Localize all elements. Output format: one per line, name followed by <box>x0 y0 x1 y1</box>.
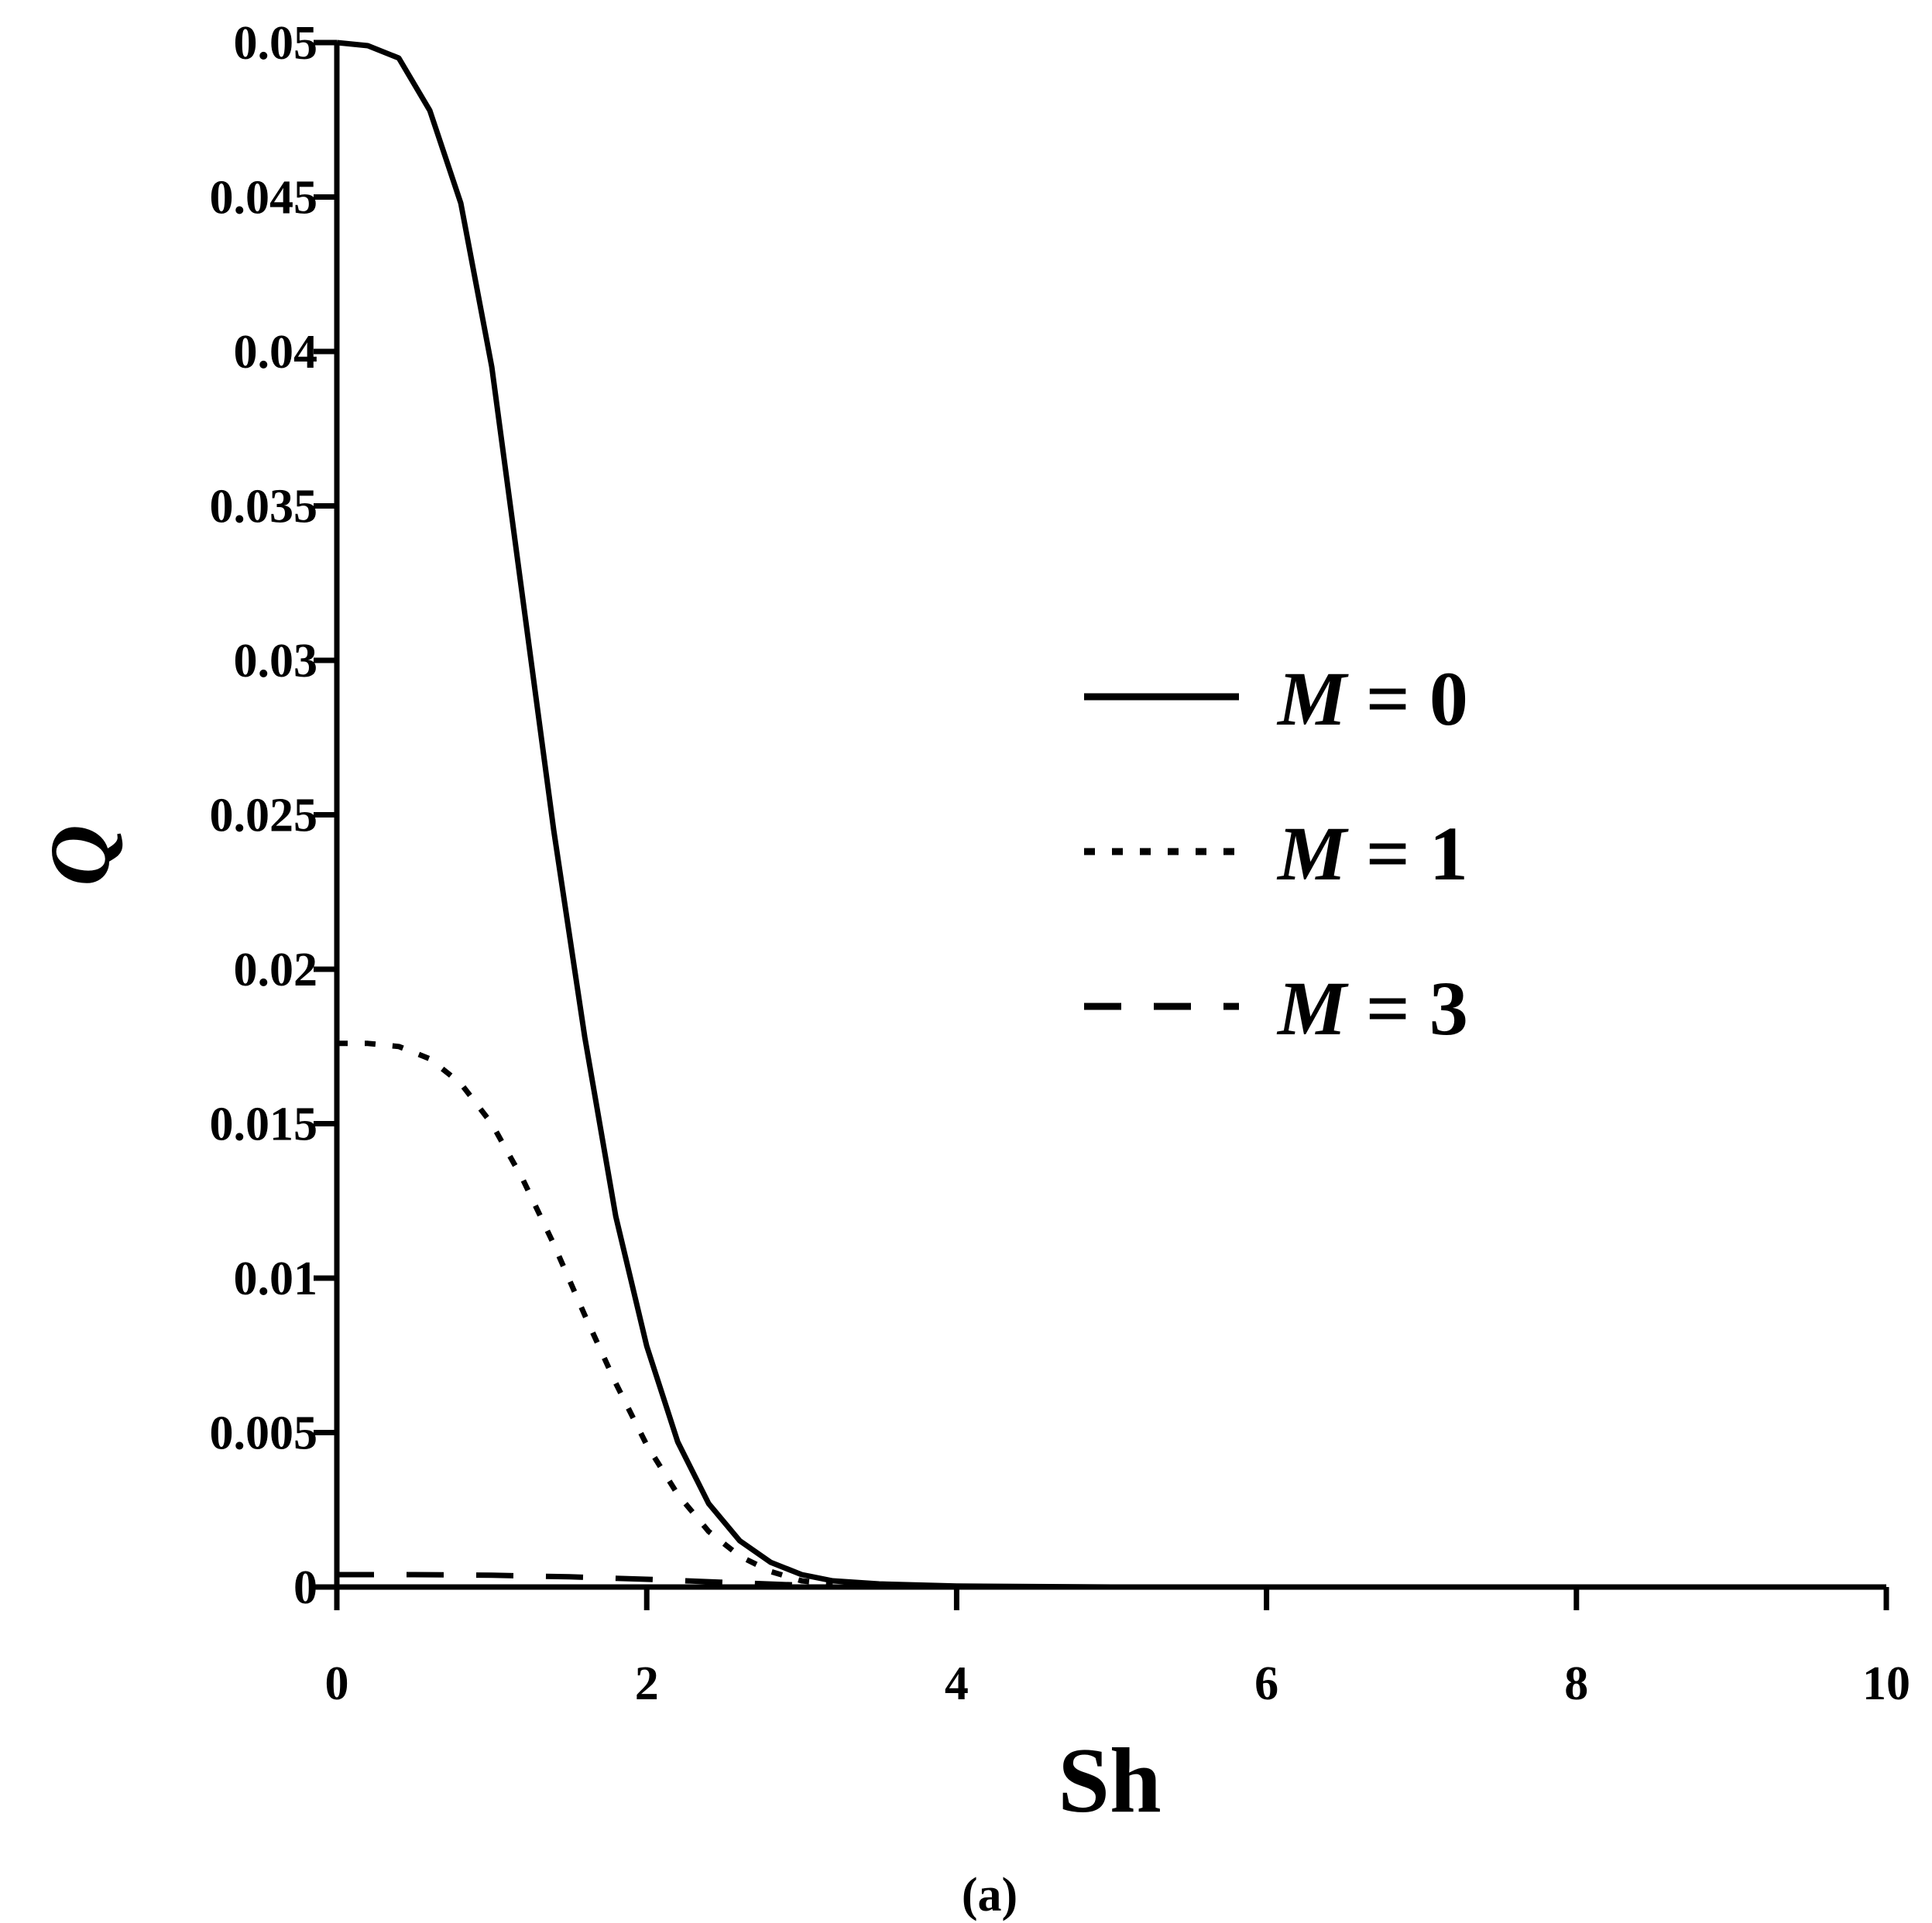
y-tick-label: 0.025 <box>210 790 318 842</box>
y-tick-label: 0.03 <box>234 635 318 687</box>
legend: M = 0M = 1M = 3 <box>1084 656 1468 1051</box>
legend-label-var: M <box>1276 811 1349 896</box>
y-tick-label: 0.035 <box>210 481 318 533</box>
y-tick-label: 0.005 <box>210 1407 318 1460</box>
series-layer <box>336 39 1886 1590</box>
series-line-1 <box>337 1040 833 1587</box>
legend-label-value: = 3 <box>1347 965 1468 1051</box>
series-line-2 <box>337 1572 802 1589</box>
x-axis-title: Sh <box>1058 1729 1161 1832</box>
x-tick-label: 8 <box>1564 1657 1588 1710</box>
legend-label-var: M <box>1276 656 1349 742</box>
series-line-0 <box>336 39 1886 1590</box>
x-tick-label: 10 <box>1862 1657 1910 1710</box>
legend-label-var: M <box>1276 965 1349 1051</box>
y-tick-label: 0.01 <box>234 1253 318 1305</box>
y-tick-label: 0.045 <box>210 172 318 225</box>
y-tick-label: 0.02 <box>234 944 318 996</box>
legend-label-0: M = 0 <box>1276 656 1468 742</box>
y-tick-label: 0 <box>293 1561 317 1614</box>
figure-caption: (a) <box>962 1869 1017 1921</box>
y-tick-label: 0.015 <box>210 1099 318 1151</box>
x-tick-label: 4 <box>945 1657 969 1710</box>
x-tick-label: 2 <box>635 1657 659 1710</box>
legend-label-value: = 1 <box>1347 811 1468 896</box>
y-tick-label: 0.05 <box>234 17 318 70</box>
y-axis-title: Q <box>33 824 127 886</box>
legend-label-1: M = 1 <box>1276 811 1468 896</box>
y-tick-label: 0.04 <box>234 326 318 379</box>
x-tick-label: 0 <box>325 1657 349 1710</box>
tick-layer: 0 2 4 6 8 10 0 0.005 0.01 0.015 0.02 0.025 0.03 0.035… <box>210 17 1911 1710</box>
x-tick-label: 6 <box>1254 1657 1278 1710</box>
legend-label-value: = 0 <box>1347 656 1468 742</box>
legend-label-2: M = 3 <box>1276 965 1468 1051</box>
